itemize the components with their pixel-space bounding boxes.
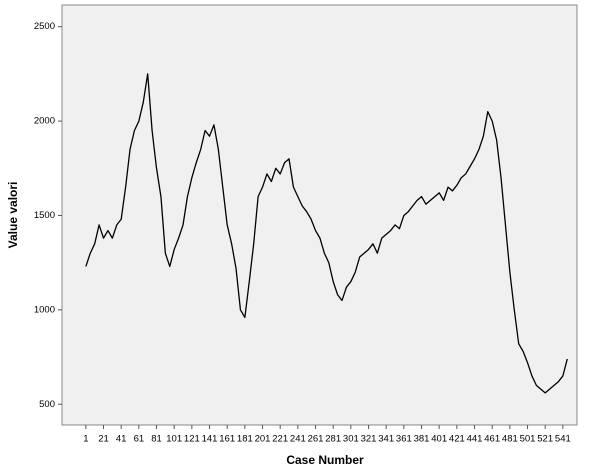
y-tick-label: 2000 [34, 116, 55, 127]
x-tick-label: 481 [502, 434, 518, 445]
x-tick-label: 1 [83, 434, 88, 445]
x-tick-label: 541 [555, 434, 571, 445]
x-tick-label: 221 [272, 434, 288, 445]
x-tick-label: 461 [484, 434, 500, 445]
x-tick-label: 281 [325, 434, 341, 445]
x-tick-label: 241 [290, 434, 306, 445]
x-tick-label: 261 [308, 434, 324, 445]
x-axis-title: Case Number [286, 453, 364, 467]
x-tick-label: 201 [255, 434, 271, 445]
x-tick-label: 421 [449, 434, 465, 445]
x-tick-label: 441 [467, 434, 483, 445]
y-tick-label: 1000 [34, 304, 55, 315]
x-tick-label: 121 [184, 434, 200, 445]
x-tick-label: 101 [166, 434, 182, 445]
x-tick-label: 181 [237, 434, 253, 445]
data-line [85, 73, 568, 394]
x-tick-label: 401 [431, 434, 447, 445]
x-tick-label: 141 [202, 434, 218, 445]
x-tick-label: 321 [361, 434, 377, 445]
x-tick-label: 161 [219, 434, 235, 445]
x-tick-label: 41 [116, 434, 127, 445]
x-tick-label: 81 [151, 434, 162, 445]
y-axis-title: Value valori [6, 182, 20, 249]
y-tick-label: 2500 [34, 21, 55, 32]
x-tick-label: 521 [537, 434, 553, 445]
y-tick-label: 1500 [34, 210, 55, 221]
x-tick-label: 361 [396, 434, 412, 445]
x-tick-label: 501 [520, 434, 536, 445]
x-tick-label: 61 [134, 434, 145, 445]
x-tick-label: 301 [343, 434, 359, 445]
plot-area [61, 4, 578, 426]
y-tick-label: 500 [39, 399, 55, 410]
x-tick-label: 381 [414, 434, 430, 445]
x-tick-label: 341 [378, 434, 394, 445]
x-tick-label: 21 [98, 434, 109, 445]
